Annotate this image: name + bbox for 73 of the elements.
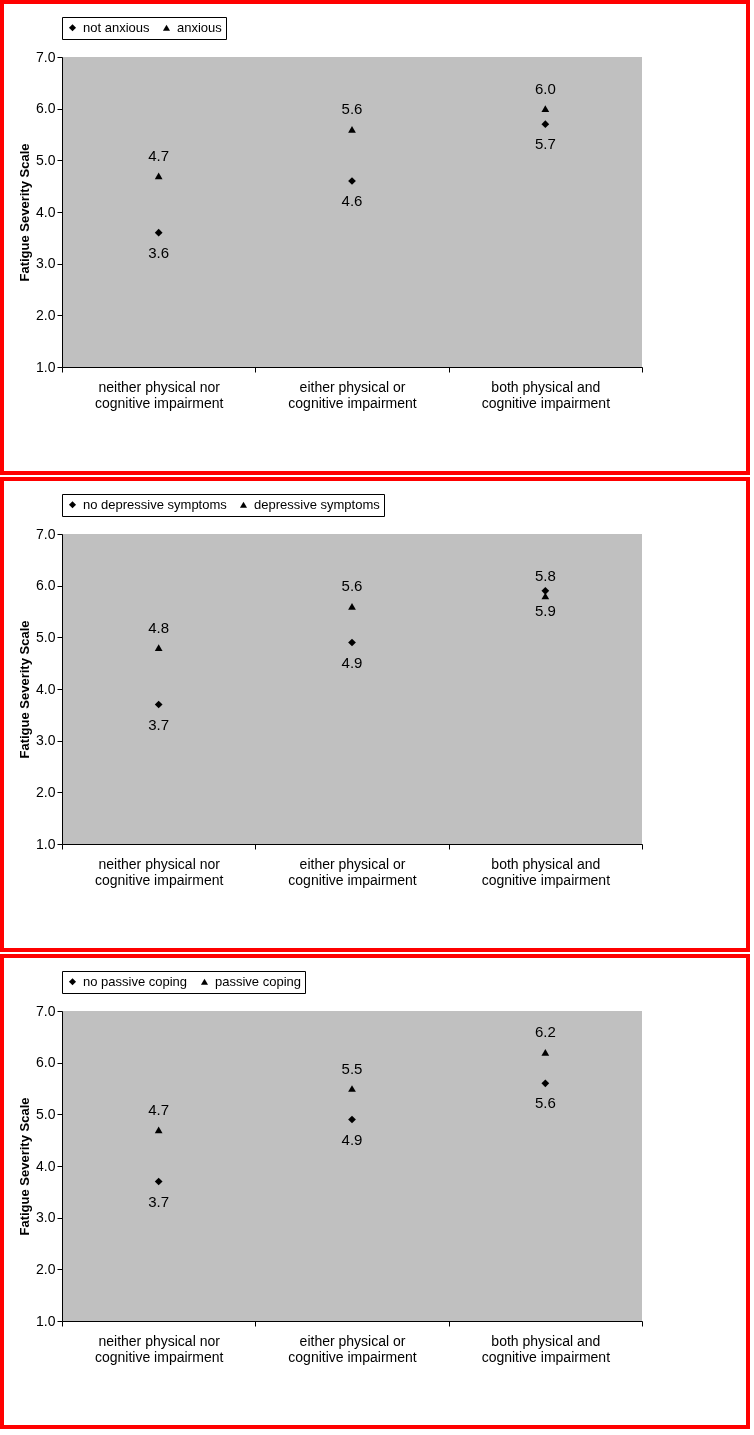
data-label: 5.6 xyxy=(341,100,363,118)
point xyxy=(541,1048,550,1056)
y-axis-title: Fatigue Severity Scale xyxy=(17,1097,33,1236)
data-label: 6.2 xyxy=(534,1023,556,1041)
point xyxy=(154,1126,163,1134)
point xyxy=(348,125,356,133)
y-axis-title: Fatigue Severity Scale xyxy=(17,620,33,759)
legend-label: depressive symptoms xyxy=(254,496,381,512)
data-label: 4.9 xyxy=(341,653,363,671)
y-tick-label: 7.0 xyxy=(36,1002,56,1019)
x-tick-label: neither physical nor cognitive impairment xyxy=(94,1332,224,1365)
point xyxy=(154,172,163,180)
data-label: 5.8 xyxy=(534,567,556,584)
data-label: 5.6 xyxy=(341,577,363,595)
data-label: 4.7 xyxy=(148,1100,170,1118)
point xyxy=(541,105,550,113)
y-tick-label: 5.0 xyxy=(36,628,56,645)
point xyxy=(154,1177,163,1186)
point xyxy=(154,644,163,652)
y-tick-label: 7.0 xyxy=(36,48,56,65)
data-label: 4.9 xyxy=(341,1130,363,1148)
legend-label: no depressive symptoms xyxy=(83,496,228,512)
x-tick-label: neither physical nor cognitive impairment xyxy=(94,378,224,411)
x-tick-label: both physical and cognitive impairment xyxy=(481,378,611,411)
point xyxy=(348,638,356,647)
legend-label: passive coping xyxy=(215,973,301,989)
y-axis-title: Fatigue Severity Scale xyxy=(17,143,33,282)
x-tick-label: either physical or cognitive impairment xyxy=(288,378,417,411)
y-tick-label: 7.0 xyxy=(36,525,56,542)
y-tick-label: 3.0 xyxy=(36,255,56,272)
point xyxy=(154,700,163,709)
y-tick-label: 2.0 xyxy=(36,1260,56,1277)
data-label: 4.7 xyxy=(148,146,170,164)
y-tick-label: 2.0 xyxy=(36,306,56,323)
y-tick-label: 3.0 xyxy=(36,1209,56,1226)
x-tick-label: both physical and cognitive impairment xyxy=(481,1332,611,1365)
data-label: 4.8 xyxy=(148,618,170,636)
data-label: 4.6 xyxy=(341,192,363,209)
y-tick-label: 6.0 xyxy=(36,577,56,594)
y-tick-label: 4.0 xyxy=(36,680,56,697)
point xyxy=(348,602,356,610)
x-tick-label: both physical and cognitive impairment xyxy=(481,855,611,888)
legend-label: no passive coping xyxy=(83,973,188,989)
x-tick-label: either physical or cognitive impairment xyxy=(288,1332,417,1365)
data-label: 3.6 xyxy=(148,243,170,261)
data-label: 5.9 xyxy=(534,601,556,619)
x-tick-label: neither physical nor cognitive impairment xyxy=(94,855,224,888)
data-label: 3.7 xyxy=(148,1192,170,1210)
y-tick-label: 6.0 xyxy=(36,1054,56,1071)
data-label: 3.7 xyxy=(148,715,170,733)
y-tick-label: 6.0 xyxy=(36,100,56,117)
y-tick-label: 5.0 xyxy=(36,1105,56,1122)
point xyxy=(154,228,163,237)
y-tick-label: 4.0 xyxy=(36,1157,56,1174)
point xyxy=(541,586,550,595)
point xyxy=(541,120,550,129)
data-label: 5.5 xyxy=(341,1059,363,1077)
y-tick-label: 1.0 xyxy=(36,835,56,852)
legend-label: not anxious xyxy=(83,19,150,35)
legend-label: anxious xyxy=(177,19,223,35)
data-label: 6.0 xyxy=(534,79,556,97)
y-tick-label: 4.0 xyxy=(36,203,56,220)
y-tick-label: 5.0 xyxy=(36,151,56,168)
data-label: 5.7 xyxy=(534,135,556,153)
y-tick-label: 2.0 xyxy=(36,783,56,800)
x-tick-label: either physical or cognitive impairment xyxy=(288,855,417,888)
y-tick-label: 1.0 xyxy=(36,358,56,375)
y-tick-label: 3.0 xyxy=(36,732,56,749)
point xyxy=(348,1115,356,1124)
y-tick-label: 1.0 xyxy=(36,1312,56,1329)
point xyxy=(541,1079,550,1088)
point xyxy=(348,1085,356,1092)
data-label: 5.6 xyxy=(534,1094,556,1112)
